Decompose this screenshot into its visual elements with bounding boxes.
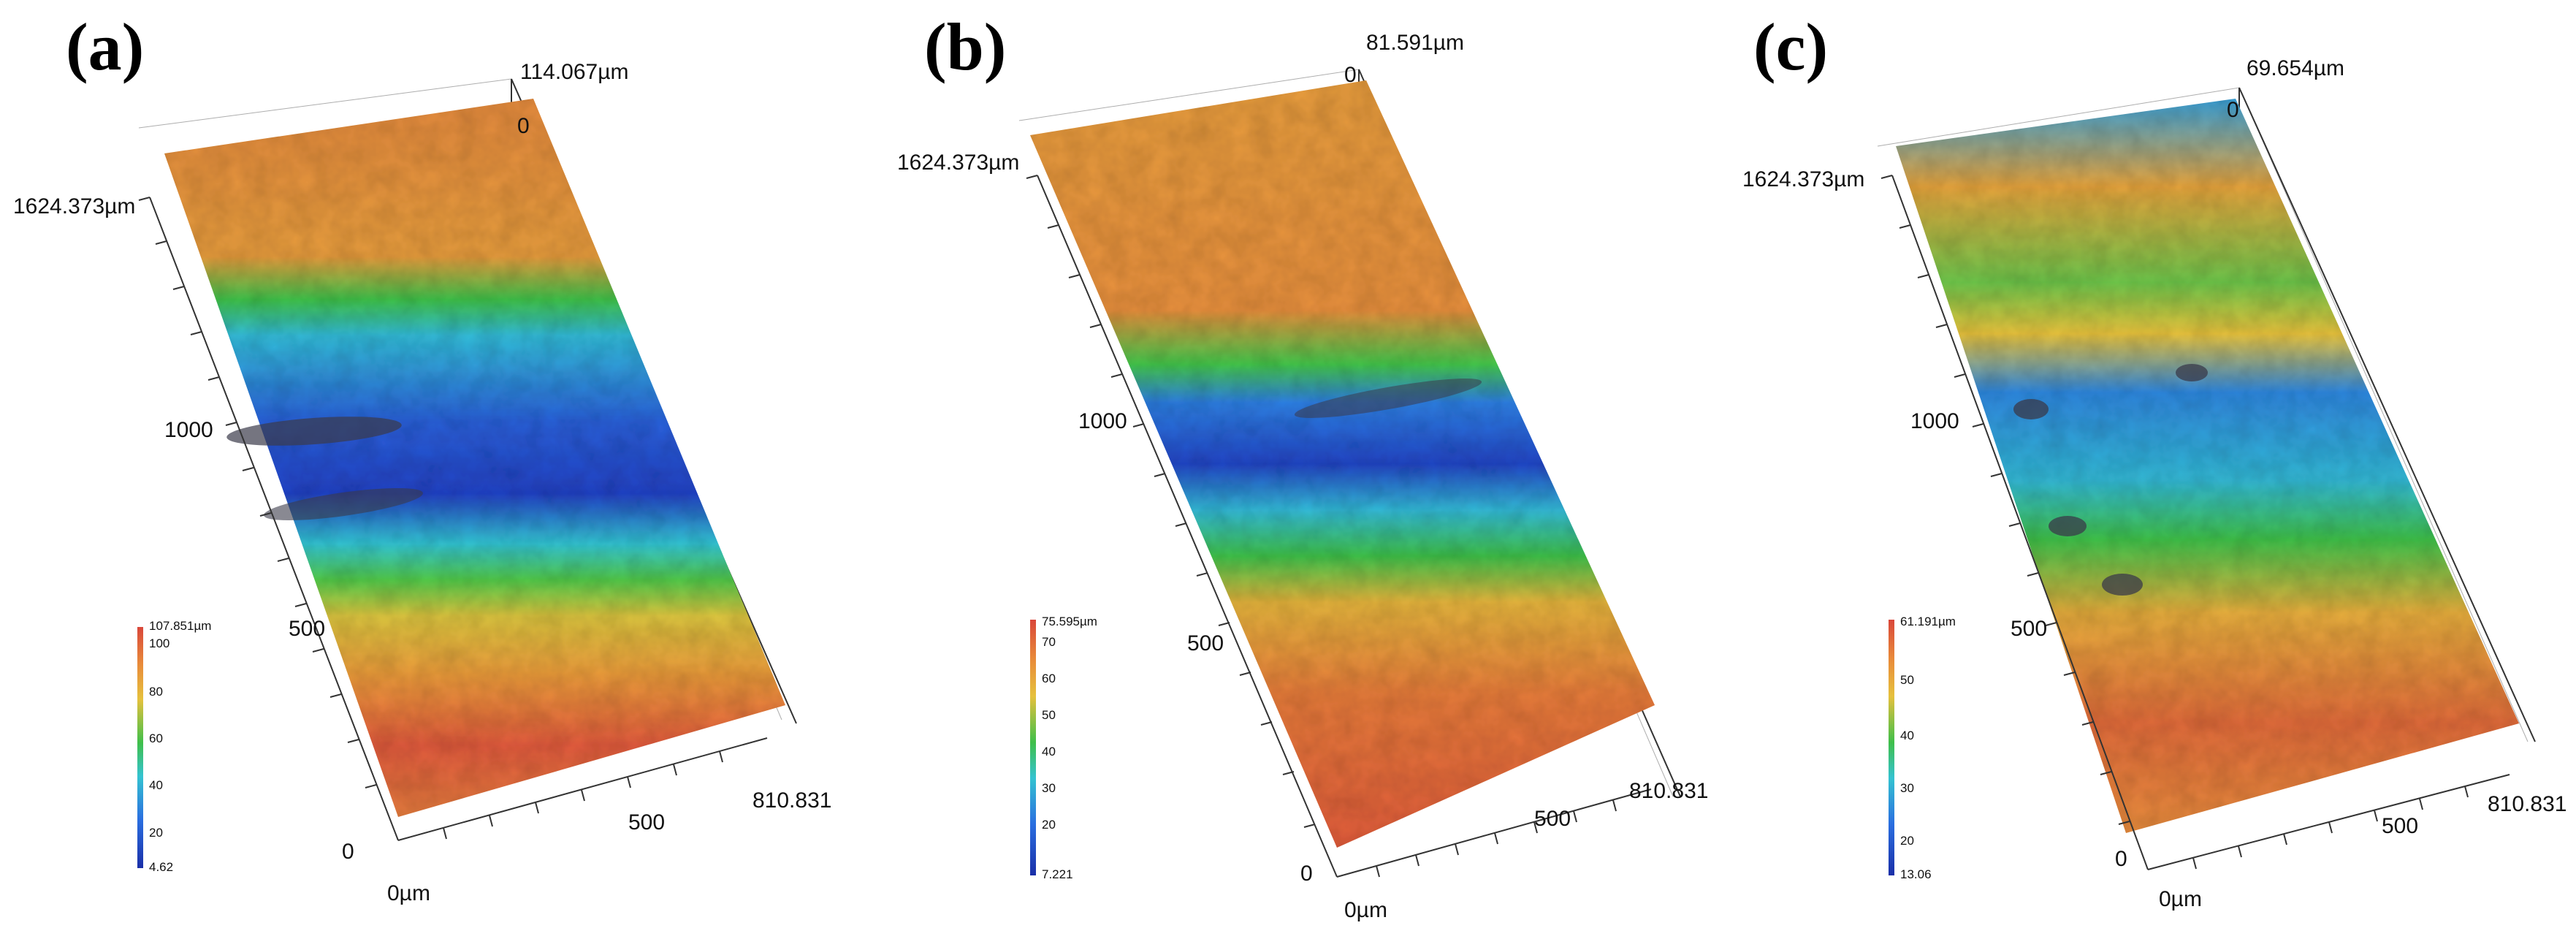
- pit-region: [2049, 516, 2087, 536]
- x-axis: [2147, 774, 2510, 870]
- colorbar-gradient: [1030, 620, 1036, 875]
- y-zero-label: 0: [1300, 862, 1313, 886]
- colorbar-gradient: [1889, 620, 1894, 875]
- y-ticks: [138, 197, 377, 788]
- z-max-label: 114.067µm: [520, 60, 629, 84]
- colorbar-tick: 40: [1900, 729, 1914, 742]
- colorbar-min: 7.221: [1042, 867, 1073, 881]
- x-max-label: 810.831: [2488, 792, 2567, 816]
- colorbar-tick: 70: [1042, 635, 1056, 649]
- y-mid-label: 1000: [164, 418, 213, 442]
- colorbar-tick: 30: [1900, 781, 1914, 795]
- x-max-label: 810.831: [1629, 779, 1708, 803]
- panel-label: (c): [1753, 9, 1828, 84]
- x-mid-label: 500: [2382, 814, 2418, 838]
- pit-region: [1294, 379, 1482, 418]
- surface-map: [164, 99, 785, 817]
- colorbar-tick: 50: [1900, 673, 1914, 687]
- y-low-label: 500: [2011, 617, 2047, 641]
- surface-map: [1896, 99, 2519, 833]
- surface-map: [1030, 80, 1655, 848]
- colorbar: 75.595µm 70 60 50 40 30 20 7.221: [1030, 615, 1097, 881]
- panel-c: (c): [1742, 9, 2567, 911]
- x-zero-label: 0µm: [2159, 887, 2202, 911]
- x-zero-label: 0µm: [387, 881, 430, 905]
- z-max-label: 69.654µm: [2247, 56, 2344, 80]
- x-max-label: 810.831: [752, 788, 831, 813]
- x-axis: [1336, 788, 1652, 878]
- x-ticks: [443, 750, 723, 840]
- panel-label: (b): [924, 9, 1006, 84]
- y-low-label: 500: [1187, 631, 1224, 655]
- pit-region: [264, 487, 423, 521]
- panel-a: (a): [13, 9, 831, 905]
- y-axis: [1037, 175, 1338, 878]
- colorbar-min: 13.06: [1900, 867, 1932, 881]
- colorbar-tick: 20: [1042, 818, 1056, 832]
- pit-region: [2176, 364, 2208, 381]
- colorbar-tick: 60: [1042, 672, 1056, 685]
- colorbar-tick: 80: [149, 685, 163, 699]
- pit-region: [226, 417, 402, 446]
- x-zero-label: 0µm: [1344, 898, 1387, 922]
- pit-region: [2102, 574, 2143, 596]
- colorbar-tick: 20: [149, 826, 163, 840]
- colorbar-tick: 50: [1042, 708, 1056, 722]
- colorbar-min: 4.62: [149, 860, 173, 874]
- y-axis: [1891, 175, 2149, 870]
- y-axis: [149, 197, 399, 841]
- y-max-label: 1624.373µm: [897, 151, 1019, 175]
- y-max-label: 1624.373µm: [1742, 167, 1864, 191]
- colorbar-tick: 40: [1042, 745, 1056, 759]
- y-max-label: 1624.373µm: [13, 194, 135, 218]
- pit-region: [2013, 399, 2049, 419]
- x-axis: [397, 737, 768, 841]
- colorbar: 61.191µm 50 40 30 20 13.06: [1889, 615, 1956, 881]
- colorbar-gradient: [137, 627, 143, 868]
- z-zero-label: 0: [1344, 63, 1357, 87]
- x-mid-label: 500: [628, 810, 665, 835]
- colorbar-tick: 60: [149, 731, 163, 745]
- y-ticks: [1026, 175, 1316, 828]
- colorbar: 107.851µm 100 80 60 40 20 4.62: [137, 619, 211, 874]
- colorbar-tick: 30: [1042, 781, 1056, 795]
- colorbar-max: 61.191µm: [1900, 615, 1956, 628]
- colorbar-tick: 40: [149, 778, 163, 792]
- colorbar-max: 75.595µm: [1042, 615, 1097, 628]
- y-ticks: [1880, 175, 2130, 825]
- y-mid-label: 1000: [1910, 409, 1959, 433]
- colorbar-tick: 20: [1900, 834, 1914, 848]
- x-ticks: [1376, 799, 1617, 878]
- y-low-label: 500: [289, 617, 325, 641]
- panel-label: (a): [66, 9, 144, 84]
- right-axis: [2238, 87, 2536, 742]
- y-zero-label: 0: [2115, 847, 2127, 871]
- x-ticks: [2192, 786, 2469, 870]
- x-mid-label: 500: [1534, 807, 1571, 831]
- z-zero-label: 0: [517, 114, 530, 138]
- panel-b: (b): [897, 9, 1708, 922]
- y-mid-label: 1000: [1078, 409, 1127, 433]
- colorbar-max: 107.851µm: [149, 619, 211, 633]
- z-zero-label: 0: [2227, 98, 2239, 122]
- colorbar-tick: 100: [149, 636, 169, 650]
- z-max-label: 81.591µm: [1366, 31, 1464, 55]
- y-zero-label: 0: [342, 840, 354, 864]
